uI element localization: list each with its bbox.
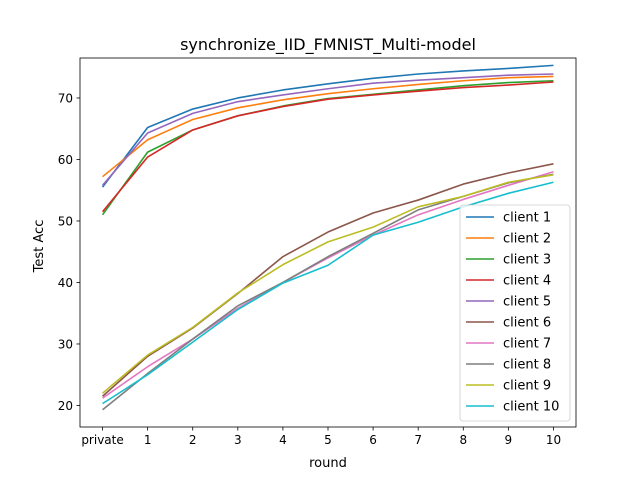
legend-label: client 7 bbox=[503, 337, 551, 352]
legend-label: client 4 bbox=[503, 274, 551, 289]
legend-label: client 1 bbox=[503, 211, 551, 226]
y-tick-label: 60 bbox=[58, 153, 73, 167]
series-line-10 bbox=[102, 181, 554, 405]
legend-label: client 5 bbox=[503, 295, 551, 310]
series-line-2 bbox=[102, 75, 554, 178]
y-tick-label: 50 bbox=[58, 214, 73, 228]
legend: client 1 client 2 client 3 client 4 client 5… bbox=[459, 204, 571, 422]
y-axis-label: Test Acc bbox=[32, 220, 47, 274]
y-tick-label: 20 bbox=[58, 399, 73, 413]
legend-label: client 8 bbox=[503, 358, 551, 373]
x-tick-label: 4 bbox=[279, 433, 287, 447]
legend-label: client 6 bbox=[503, 316, 551, 331]
x-tick-label: 3 bbox=[234, 433, 242, 447]
x-tick-label: 5 bbox=[324, 433, 332, 447]
legend-label: client 2 bbox=[503, 232, 551, 247]
series-line-7 bbox=[102, 171, 554, 399]
series-line-3 bbox=[101, 79, 554, 216]
y-tick-label: 40 bbox=[58, 276, 73, 290]
x-tick-label: 6 bbox=[369, 433, 377, 447]
x-tick-label: 10 bbox=[546, 433, 561, 447]
x-tick-label: 7 bbox=[414, 433, 422, 447]
legend-label: client 10 bbox=[503, 400, 559, 415]
y-tick-label: 30 bbox=[58, 337, 73, 351]
x-tick-label: 2 bbox=[189, 433, 197, 447]
x-tick-label: private bbox=[81, 433, 123, 447]
x-tick-label: 1 bbox=[144, 433, 152, 447]
x-tick-label: 9 bbox=[505, 433, 513, 447]
legend-label: client 9 bbox=[503, 379, 551, 394]
chart-title: synchronize_IID_FMNIST_Multi-model bbox=[180, 35, 476, 55]
series-line-5 bbox=[101, 73, 554, 186]
series-line-4 bbox=[101, 81, 554, 213]
x-axis-label: round bbox=[309, 456, 347, 471]
y-tick-label: 70 bbox=[58, 91, 73, 105]
x-tick-label: 8 bbox=[459, 433, 467, 447]
series-line-1 bbox=[101, 64, 554, 188]
legend-label: client 3 bbox=[503, 253, 551, 268]
series-line-9 bbox=[102, 174, 554, 394]
